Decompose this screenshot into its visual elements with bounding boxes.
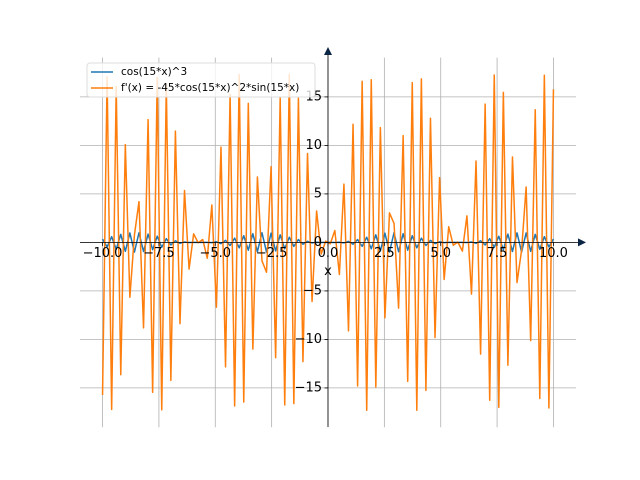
x-tick-label: 2.5 xyxy=(374,246,395,261)
x-tick-label: 7.5 xyxy=(487,246,508,261)
y-axis-arrow xyxy=(324,47,332,55)
x-tick-label: −7.5 xyxy=(143,246,175,261)
x-tick-label: 10.0 xyxy=(539,246,568,261)
legend-label: cos(15*x)^3 xyxy=(121,66,187,78)
x-tick-label: −10.0 xyxy=(83,246,123,261)
y-tick-label: −15 xyxy=(295,380,322,395)
x-axis-label: x xyxy=(324,264,332,279)
x-tick-label: 5.0 xyxy=(430,246,451,261)
y-tick-label: 10 xyxy=(305,138,322,153)
y-tick-label: −5 xyxy=(303,283,322,298)
legend-label: f'(x) = -45*cos(15*x)^2*sin(15*x) xyxy=(121,82,299,94)
x-tick-label: 0.0 xyxy=(318,246,339,261)
legend-box xyxy=(86,62,316,98)
y-tick-label: −10 xyxy=(295,332,322,347)
axes: −10.0 −7.5 −5.0 −2.5 0.0 2.5 5.0 7.5 10.0 −15 −10 −… xyxy=(80,47,586,427)
x-tick-label: −5.0 xyxy=(199,246,231,261)
legend: cos(15*x)^3 f'(x) = -45*cos(15*x)^2*sin(1… xyxy=(86,62,316,98)
x-tick-label: −2.5 xyxy=(256,246,288,261)
x-axis-arrow xyxy=(578,238,586,247)
y-tick-label: 0 xyxy=(314,235,322,250)
y-tick-label: 5 xyxy=(314,186,322,201)
